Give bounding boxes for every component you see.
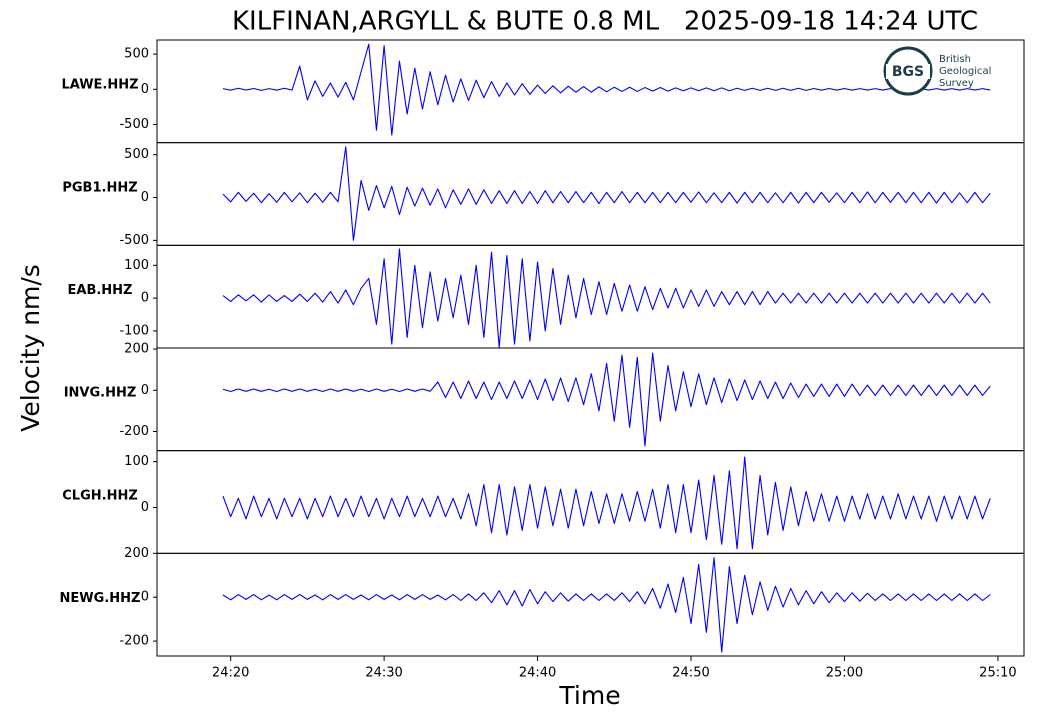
trace xyxy=(222,557,991,653)
station-label: NEWG.HHZ xyxy=(60,591,141,606)
x-axis-label: Time xyxy=(558,681,620,710)
panel-frame xyxy=(156,552,1025,657)
trace xyxy=(222,352,991,447)
station-label: LAWE.HHZ xyxy=(61,78,138,93)
y-tick-label: 200 xyxy=(124,546,149,561)
station-label: INVG.HHZ xyxy=(64,386,137,401)
trace xyxy=(222,456,991,550)
y-tick-label: 100 xyxy=(124,454,149,469)
trace xyxy=(222,248,991,348)
y-tick-label: 500 xyxy=(124,147,149,162)
y-tick-label: 0 xyxy=(141,291,149,306)
x-tick-label: 24:30 xyxy=(365,666,402,681)
trace xyxy=(222,43,991,136)
y-axis-label: Velocity nm/s xyxy=(16,264,45,432)
logo-text: British xyxy=(939,54,971,65)
y-tick-label: -500 xyxy=(119,233,149,248)
station-label: PGB1.HHZ xyxy=(62,180,137,195)
y-tick-label: 0 xyxy=(141,383,149,398)
y-tick-label: -200 xyxy=(119,424,149,439)
logo-band xyxy=(886,64,930,79)
y-tick-label: 0 xyxy=(141,590,149,605)
y-tick-label: -500 xyxy=(119,117,149,132)
y-tick-label: 200 xyxy=(124,342,149,357)
trace xyxy=(222,146,991,241)
station-label: CLGH.HHZ xyxy=(62,488,138,503)
logo-abbr: BGS xyxy=(892,64,924,80)
logo: BGS British Geological Survey xyxy=(883,46,991,96)
logo-text: Geological xyxy=(939,66,991,77)
y-tick-label: -200 xyxy=(119,634,149,649)
y-tick-label: 0 xyxy=(141,500,149,515)
x-tick-label: 24:40 xyxy=(519,666,556,681)
x-tick-label: 25:00 xyxy=(826,666,863,681)
logo-text: Survey xyxy=(939,78,974,89)
y-tick-label: -100 xyxy=(119,323,149,338)
x-tick-label: 24:50 xyxy=(672,666,709,681)
x-tick-label: 24:20 xyxy=(212,666,249,681)
y-tick-label: 500 xyxy=(124,47,149,62)
y-tick-label: 0 xyxy=(141,190,149,205)
x-tick-label: 25:10 xyxy=(979,666,1016,681)
y-tick-label: 100 xyxy=(124,258,149,273)
y-tick-label: 0 xyxy=(141,82,149,97)
chart-title: KILFINAN,ARGYLL & BUTE 0.8 ML 2025-09-18… xyxy=(232,7,978,37)
station-label: EAB.HHZ xyxy=(68,283,133,298)
